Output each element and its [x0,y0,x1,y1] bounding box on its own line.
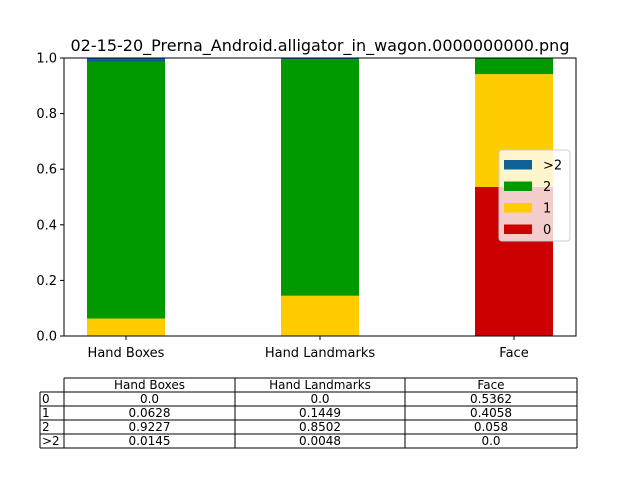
table-row-label: 2 [42,420,50,434]
y-tick-label: 0.8 [36,107,57,122]
table-header-cell: Hand Landmarks [269,378,371,392]
table-cell: 0.9227 [129,420,171,434]
table-cell: 0.0 [310,392,329,406]
x-tick-label: Face [499,346,528,361]
y-tick-label: 0.0 [36,330,57,345]
legend-swatch [504,160,532,170]
y-tick-label: 0.2 [36,274,57,289]
bar-segment [475,58,553,75]
table-cell: 0.0 [481,434,500,448]
table-cell: 0.058 [474,420,508,434]
y-tick-label: 0.4 [36,218,57,233]
bar-segment [87,318,165,336]
table-cell: 0.5362 [470,392,512,406]
legend-swatch [504,181,532,191]
legend-swatch [504,203,532,213]
bars-group [87,58,553,336]
y-tick-label: 0.6 [36,163,57,178]
chart-title: 02-15-20_Prerna_Android.alligator_in_wag… [71,36,570,56]
axes-group: 0.0 0.2 0.4 0.6 0.8 1.0 Hand Boxes Hand Landmar… [36,52,577,361]
table-cell: 0.0048 [299,434,341,448]
bar-segment [87,58,165,63]
table-row-label: >2 [42,434,60,448]
table-row-label: 1 [42,406,50,420]
legend: >2 2 1 0 [498,149,571,242]
legend-box [498,149,571,242]
legend-label: 2 [543,180,551,195]
table-cell: 0.0145 [129,434,171,448]
x-tick-label: Hand Landmarks [265,346,376,361]
table-cell: 0.0 [140,392,159,406]
table-cell: 0.8502 [299,420,341,434]
x-tick-label: Hand Boxes [88,346,165,361]
y-tick-label: 1.0 [36,52,57,67]
data-table: Hand Boxes Hand Landmarks Face 0 0.0 0.0 0.536… [39,377,578,449]
table-header-cell: Hand Boxes [114,378,185,392]
table-cell: 0.4058 [470,406,512,420]
bar-segment [281,58,359,60]
legend-label: >2 [543,159,562,174]
table-cell: 0.0628 [129,406,171,420]
table-row-label: 0 [42,392,50,406]
bar-segment [87,62,165,319]
legend-swatch [504,224,532,234]
legend-label: 1 [543,202,551,217]
table-cell: 0.1449 [299,406,341,420]
table-header-cell: Face [477,378,504,392]
bar-segment [281,59,359,296]
bar-segment [281,295,359,336]
legend-label: 0 [543,223,551,238]
